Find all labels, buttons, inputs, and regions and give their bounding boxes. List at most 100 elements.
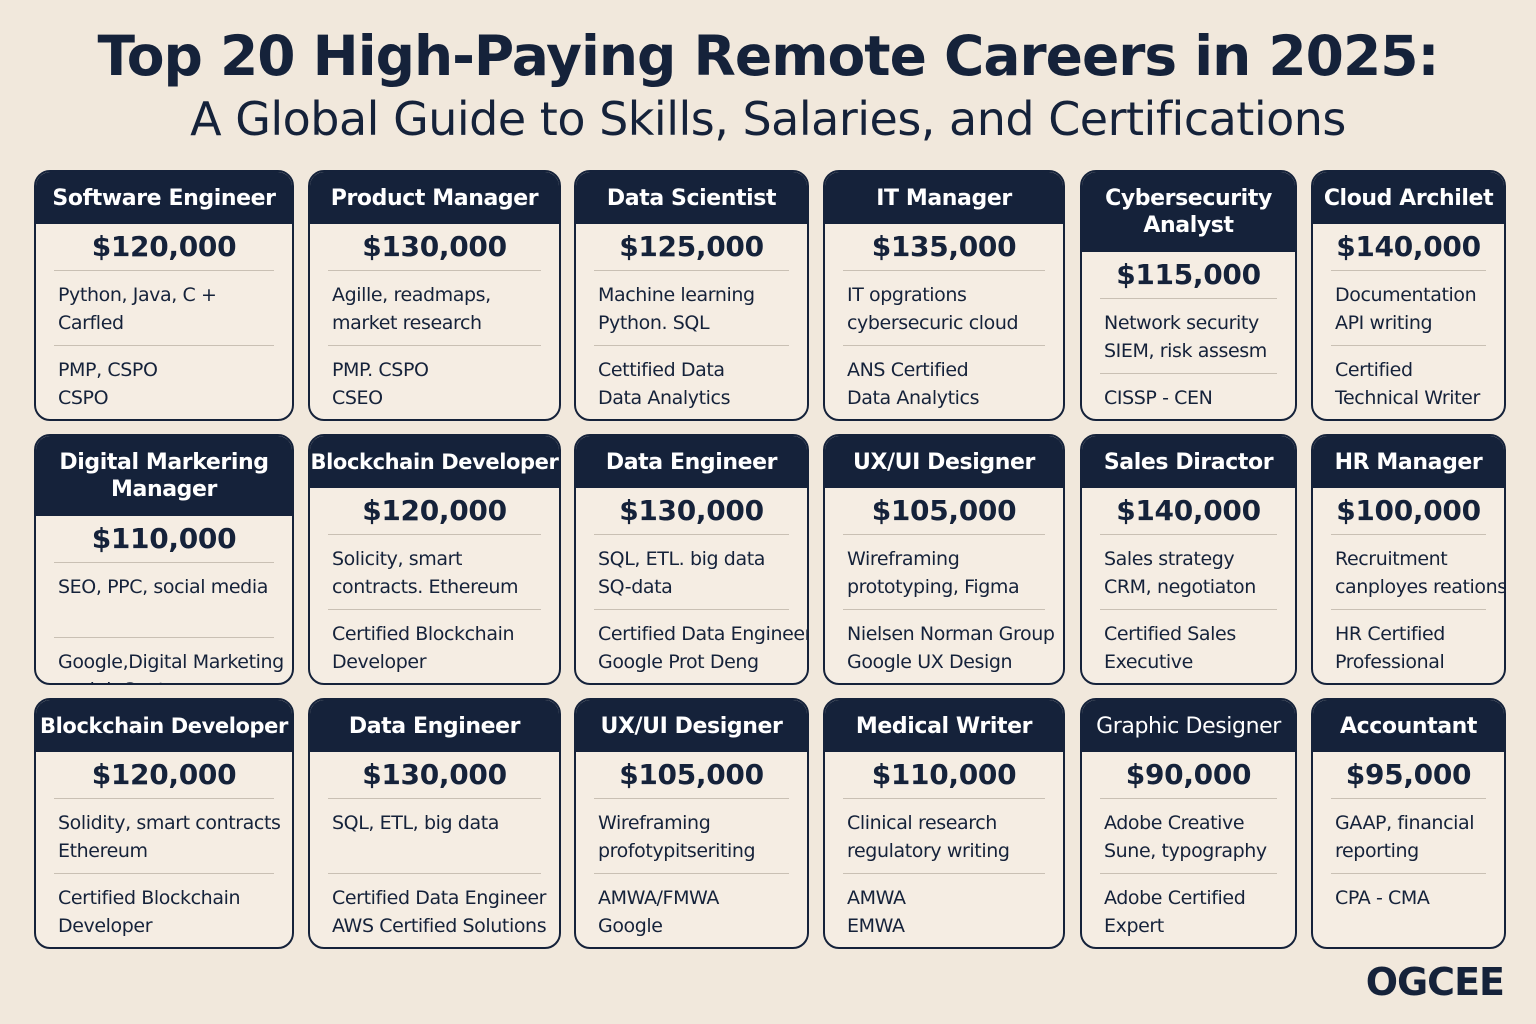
- career-title: Product Manager: [310, 172, 559, 224]
- certification-line: Certified Data Engineer: [598, 623, 809, 645]
- career-skills: Sales strategy CRM, negotiaton: [1100, 535, 1277, 610]
- certification-line: Certified Blockchain: [58, 887, 241, 909]
- skill-line: profotypitseriting: [598, 840, 756, 862]
- career-certifications: Certified Data Engineer AWS Certified Sol…: [328, 874, 547, 947]
- career-certifications: Certified Blockchain Developer: [328, 610, 541, 683]
- career-card: Digital Markering Manager $110,000 SEO, PP…: [34, 434, 294, 685]
- skill-line: SIEM, risk assesm: [1104, 340, 1267, 362]
- career-title: Data Engineer: [310, 700, 559, 752]
- certification-line: CPA - CMA: [1335, 887, 1430, 909]
- career-certifications: HR Certified Professional: [1331, 610, 1486, 683]
- skill-line: SQL, ETL, big data: [332, 812, 499, 834]
- career-certifications: ANS Certified Data Analytics: [843, 346, 1045, 419]
- skill-line: SEO, PPC, social media: [58, 576, 268, 598]
- career-title: Cloud Archilet: [1313, 172, 1504, 224]
- career-card: UX/UI Designer $105,000 Wireframing profoty…: [574, 698, 809, 949]
- career-skills: Solicity, smart contracts. Ethereum: [328, 535, 541, 610]
- career-skills: SEO, PPC, social media: [54, 563, 274, 638]
- certification-line: EMWA: [847, 915, 905, 937]
- career-salary: $90,000: [1100, 752, 1277, 799]
- certification-line: Google,Digital Marketing: [58, 651, 284, 673]
- certification-line: or rlub Spot: [58, 676, 270, 683]
- skill-line: Agille, readmaps,: [332, 284, 491, 306]
- career-title: Digital Markering Manager: [36, 436, 292, 516]
- career-title: IT Manager: [825, 172, 1063, 224]
- career-skills: IT opgrations cybersecuric cloud: [843, 271, 1045, 346]
- skill-line: Documentation: [1335, 284, 1477, 306]
- certification-line: Technical Writer: [1335, 387, 1480, 409]
- career-salary: $105,000: [843, 488, 1045, 535]
- career-title: Blockchain Developer: [36, 700, 292, 752]
- career-salary: $100,000: [1331, 488, 1486, 535]
- certification-line: AMWA: [847, 887, 906, 909]
- skill-line: Carfled: [58, 312, 124, 334]
- brand-logo: OGCEE: [1365, 960, 1505, 1004]
- career-certifications: AMWA EMWA: [843, 874, 1045, 947]
- career-card: Product Manager $130,000 Agille, readmaps,…: [308, 170, 561, 421]
- certification-line: PMP, CSPO: [58, 359, 158, 381]
- career-title: HR Manager: [1313, 436, 1504, 488]
- certification-line: Developer: [58, 915, 153, 937]
- page-title: Top 20 High-Paying Remote Careers in 202…: [97, 24, 1439, 88]
- career-title: Cybersecurity Analyst: [1082, 172, 1295, 252]
- career-salary: $135,000: [843, 224, 1045, 271]
- certification-line: Google UX Design: [847, 651, 1013, 673]
- career-skills: Python, Java, C + Carfled: [54, 271, 274, 346]
- skill-line: SQL, ETL. big data: [598, 548, 765, 570]
- career-title: Medical Writer: [825, 700, 1063, 752]
- career-salary: $130,000: [328, 752, 541, 799]
- career-certifications: Adobe Certified Expert: [1100, 874, 1277, 947]
- career-salary: $120,000: [54, 752, 274, 799]
- certification-line: Certified Sales: [1104, 623, 1236, 645]
- certification-line: Expert: [1104, 915, 1164, 937]
- skill-line: prototyping, Figma: [847, 576, 1020, 598]
- career-skills: Solidity, smart contracts Ethereum: [54, 799, 281, 874]
- career-card: UX/UI Designer $105,000 Wireframing prototy…: [823, 434, 1065, 685]
- skill-line: Clinical research: [847, 812, 997, 834]
- certification-line: Certified Blockchain: [332, 623, 515, 645]
- career-skills: Wireframing profotypitseriting: [594, 799, 789, 874]
- skill-line: GAAP, financial: [1335, 812, 1475, 834]
- career-salary: $120,000: [54, 224, 274, 271]
- skill-line: Sune, typography: [1104, 840, 1267, 862]
- certification-line: Adobe Certified: [1104, 887, 1246, 909]
- skill-line: Python. SQL: [598, 312, 710, 334]
- career-card: Cybersecurity Analyst $115,000 Network sec…: [1080, 170, 1297, 421]
- certification-line: AMWA/FMWA: [598, 887, 720, 909]
- career-certifications: PMP. CSPO CSEO: [328, 346, 541, 419]
- skill-line: Ethereum: [58, 840, 148, 862]
- skill-line: market research: [332, 312, 482, 334]
- skill-line: Adobe Creative: [1104, 812, 1245, 834]
- career-card: Data Scientist $125,000 Machine learning Py…: [574, 170, 809, 421]
- career-title: Accountant: [1313, 700, 1504, 752]
- career-salary: $115,000: [1100, 252, 1277, 299]
- career-card: Medical Writer $110,000 Clinical research r…: [823, 698, 1065, 949]
- skill-line: Recruitment: [1335, 548, 1448, 570]
- career-card: Blockchain Developer $120,000 Solicity, sm…: [308, 434, 561, 685]
- career-title: Data Engineer: [576, 436, 807, 488]
- career-skills: SQL, ETL, big data: [328, 799, 541, 874]
- career-salary: $95,000: [1331, 752, 1486, 799]
- career-certifications: AMWA/FMWA Google: [594, 874, 789, 947]
- career-skills: Recruitment canployes reations: [1331, 535, 1506, 610]
- skill-line: CRM, negotiaton: [1104, 576, 1256, 598]
- career-certifications: Certified Data Engineer Google Prot Deng: [594, 610, 809, 683]
- skill-line: reporting: [1335, 840, 1419, 862]
- certification-line: ANS Certified: [847, 359, 969, 381]
- certification-line: Data Analytics: [598, 387, 731, 409]
- career-certifications: Certified Technical Writer: [1331, 346, 1486, 419]
- career-salary: $140,000: [1331, 224, 1486, 271]
- certification-line: Developer: [332, 651, 427, 673]
- career-card: Cloud Archilet $140,000 Documentation API w…: [1311, 170, 1506, 421]
- career-card: Data Engineer $130,000 SQL, ETL. big data S…: [574, 434, 809, 685]
- career-skills: Documentation API writing: [1331, 271, 1486, 346]
- career-card: IT Manager $135,000 IT opgrations cybersecu…: [823, 170, 1065, 421]
- skill-line: Wireframing: [598, 812, 711, 834]
- career-card: Sales Diractor $140,000 Sales strategy CRM,…: [1080, 434, 1297, 685]
- career-certifications: Nielsen Norman Group Google UX Design: [843, 610, 1055, 683]
- career-skills: SQL, ETL. big data SQ-data: [594, 535, 789, 610]
- certification-line: Google: [598, 915, 663, 937]
- skill-line: canployes reations: [1335, 576, 1506, 598]
- career-skills: Network security SIEM, risk assesm: [1100, 299, 1277, 374]
- skill-line: Solicity, smart: [332, 548, 463, 570]
